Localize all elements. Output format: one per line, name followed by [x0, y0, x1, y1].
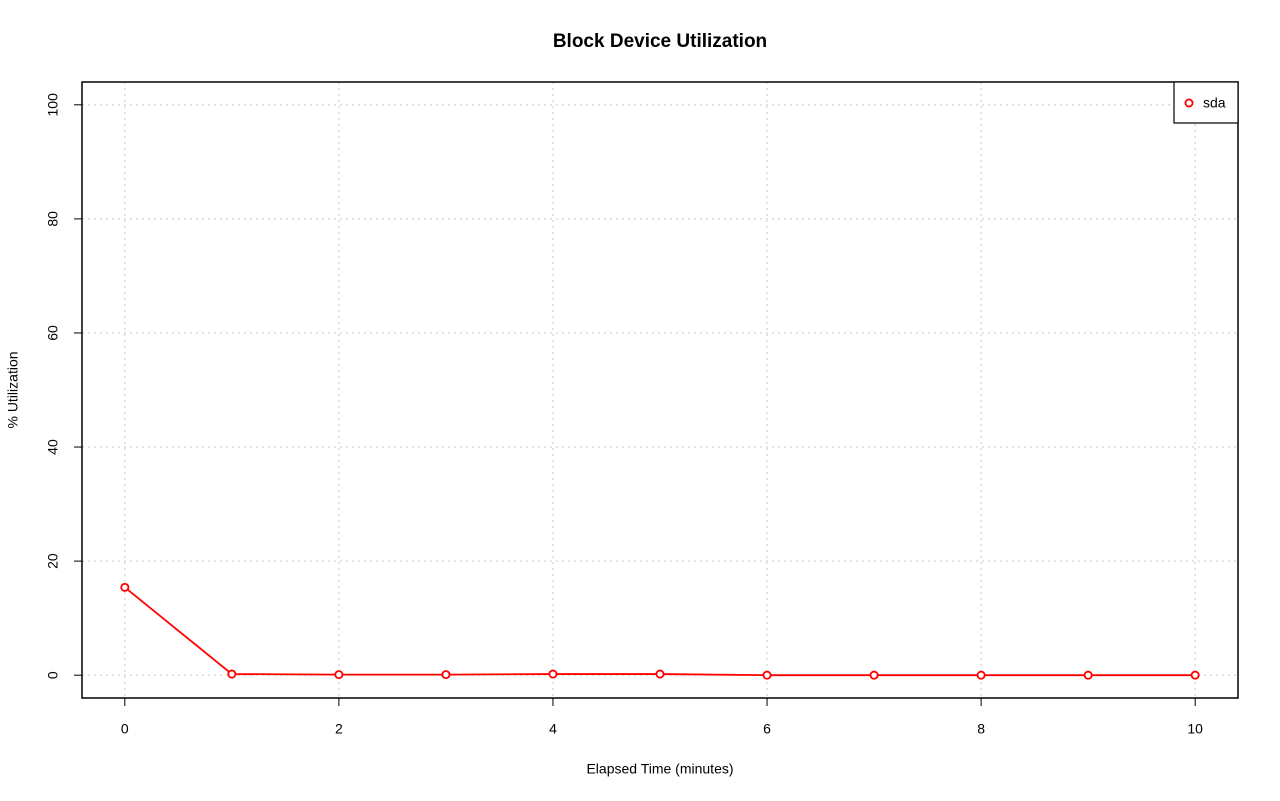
legend-label: sda — [1203, 95, 1226, 111]
data-point — [976, 670, 986, 680]
y-tick-label: 40 — [45, 439, 61, 455]
data-point — [1083, 670, 1093, 680]
data-point — [120, 582, 130, 592]
data-point — [548, 669, 558, 679]
y-tick-label: 100 — [45, 93, 61, 117]
legend: sda — [1173, 81, 1239, 124]
data-point — [227, 669, 237, 679]
x-tick-label: 6 — [763, 721, 771, 737]
data-point — [869, 670, 879, 680]
x-tick-label: 8 — [977, 721, 985, 737]
x-axis-label: Elapsed Time (minutes) — [586, 761, 733, 777]
y-tick-label: 20 — [45, 553, 61, 569]
x-tick-label: 0 — [121, 721, 129, 737]
series-line — [124, 586, 1196, 677]
data-point — [655, 669, 665, 679]
data-point — [762, 670, 772, 680]
x-tick-label: 2 — [335, 721, 343, 737]
data-point — [334, 670, 344, 680]
y-tick-label: 0 — [45, 671, 61, 679]
x-tick-label: 10 — [1187, 721, 1203, 737]
chart-title: Block Device Utilization — [553, 31, 767, 52]
y-tick-label: 60 — [45, 325, 61, 341]
x-tick-label: 4 — [549, 721, 557, 737]
plot-frame — [81, 81, 1239, 699]
legend-marker — [1184, 98, 1194, 108]
y-axis-label: % Utilization — [5, 351, 21, 428]
y-tick-label: 80 — [45, 211, 61, 227]
data-point — [441, 670, 451, 680]
data-point — [1190, 670, 1200, 680]
